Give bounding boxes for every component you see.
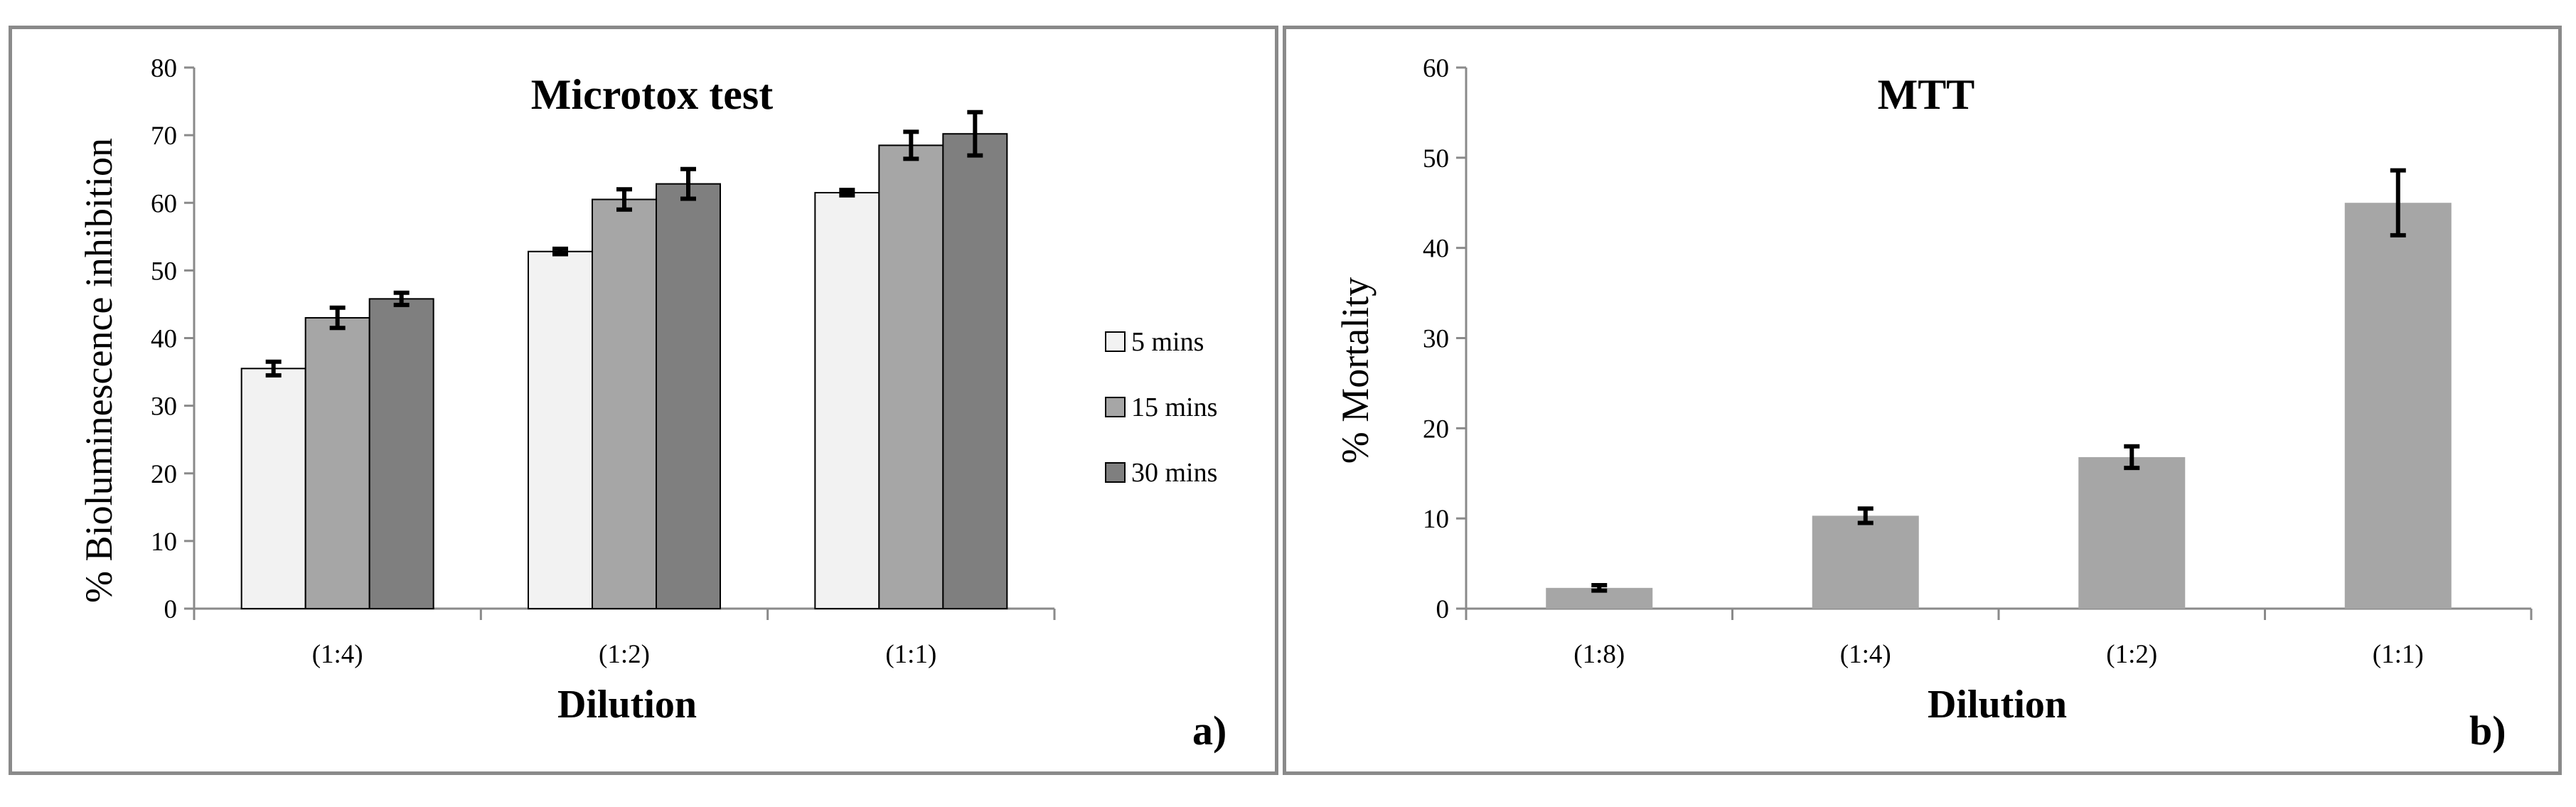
y-tick-label: 60 (151, 189, 177, 218)
bar-5-mins-1-1 (814, 191, 880, 609)
y-tick-label: 60 (1423, 54, 1449, 83)
y-tick-label: 10 (151, 528, 177, 557)
x-tick-label-1-8: (1:8) (1573, 640, 1625, 669)
y-tick-label: 50 (1423, 144, 1449, 173)
chart-mtt: MTT % Mortality Dilution b) 0 10 20 30 40 50 6… (1334, 54, 2533, 754)
bar-30-mins-1-2 (656, 183, 721, 610)
legend-swatch-5-mins (1105, 331, 1126, 352)
bar-15-mins-1-4 (304, 316, 370, 609)
y-axis-title: % Bioluminescence inhibition (78, 138, 120, 603)
panel-b: MTT % Mortality Dilution b) 0 10 20 30 40 50 6… (1283, 26, 2562, 775)
x-axis-title: Dilution (557, 683, 697, 727)
chart-microtox: Microtox test % Bioluminescence inhibiti… (78, 54, 1226, 754)
legend: 5 mins 15 mins 30 mins (1105, 327, 1217, 488)
x-tick-label-1-2: (1:2) (599, 640, 650, 669)
y-tick-label: 80 (151, 54, 177, 83)
y-tick-label: 0 (164, 595, 178, 624)
y-tick-label: 40 (1423, 235, 1449, 264)
legend-label-5-mins: 5 mins (1131, 327, 1204, 357)
bar-mortality-1-4 (1812, 515, 1919, 609)
x-tick-label-1-4: (1:4) (1840, 640, 1891, 669)
bar-5-mins-1-4 (240, 368, 306, 609)
bar-mortality-1-2 (2078, 456, 2186, 609)
legend-label-30-mins: 30 mins (1131, 458, 1217, 488)
y-tick-label: 70 (151, 122, 177, 151)
y-tick-label: 0 (1436, 595, 1450, 624)
y-tick-label: 10 (1423, 505, 1449, 534)
x-axis-title: Dilution (1928, 683, 2067, 727)
y-tick-label: 30 (151, 392, 177, 422)
bar-30-mins-1-1 (942, 133, 1008, 610)
bar-15-mins-1-2 (592, 198, 657, 609)
chart-title: MTT (1878, 71, 1975, 118)
y-tick-label: 20 (151, 460, 177, 489)
y-tick-label: 40 (151, 325, 177, 354)
bar-mortality-1-1 (2344, 203, 2452, 609)
legend-swatch-30-mins (1105, 462, 1126, 483)
panel-label: a) (1192, 707, 1226, 754)
legend-label-15-mins: 15 mins (1131, 392, 1217, 422)
bar-15-mins-1-1 (878, 144, 944, 610)
chart-title: Microtox test (531, 71, 773, 118)
y-tick-label: 50 (151, 257, 177, 286)
bar-30-mins-1-4 (368, 298, 434, 609)
x-tick-label-1-1: (1:1) (885, 640, 936, 669)
y-tick-label: 20 (1423, 415, 1449, 444)
x-tick-label-1-1: (1:1) (2373, 640, 2424, 669)
panel-a: Microtox test % Bioluminescence inhibiti… (9, 26, 1278, 775)
panel-label: b) (2469, 707, 2506, 754)
bar-5-mins-1-2 (528, 250, 593, 609)
y-axis-title: % Mortality (1334, 277, 1377, 464)
x-tick-label-1-2: (1:2) (2106, 640, 2157, 669)
x-tick-label-1-4: (1:4) (312, 640, 363, 669)
y-tick-label: 30 (1423, 325, 1449, 354)
legend-swatch-15-mins (1105, 397, 1126, 417)
